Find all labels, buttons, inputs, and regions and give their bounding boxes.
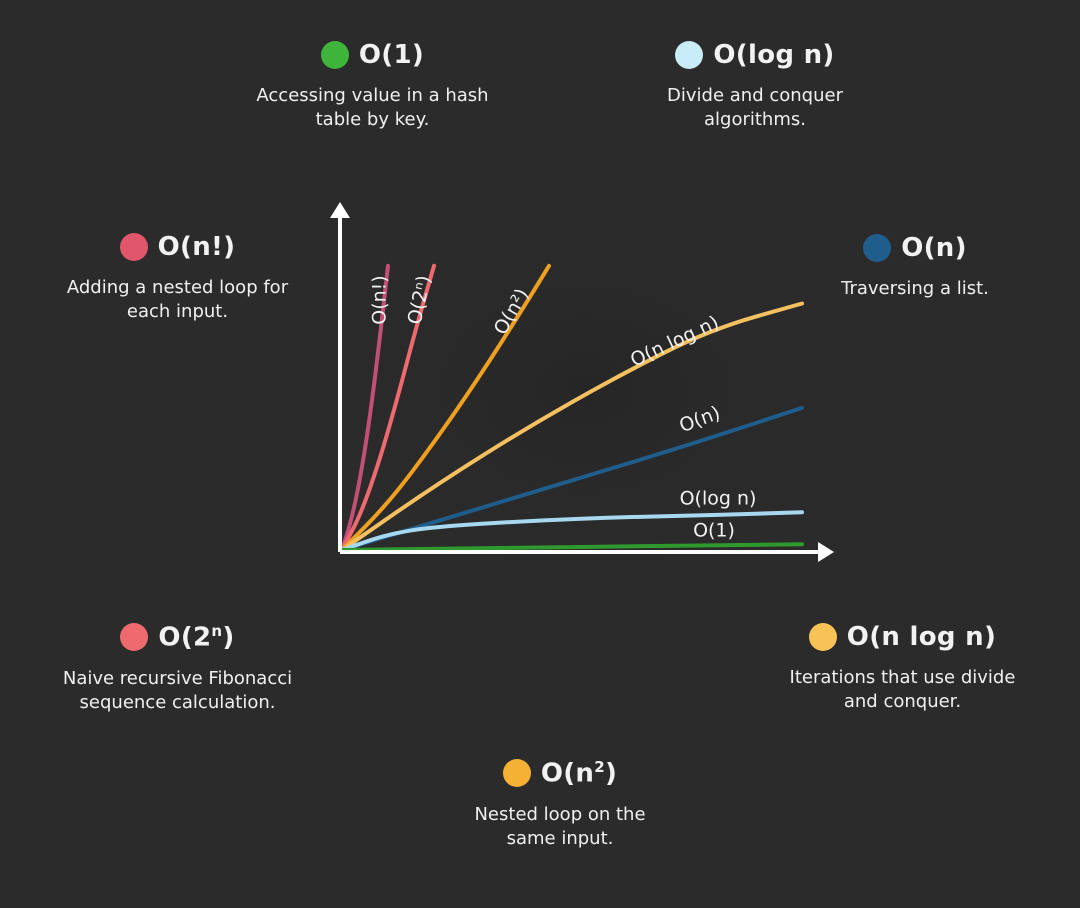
series-label-o-n: O(n!) (369, 275, 391, 324)
legend-o2n-desc: Naive recursive Fibonacci sequence calcu… (40, 667, 315, 715)
legend-onlogn-desc-line1: Iterations that use divide (789, 667, 1016, 688)
legend-o1-title: O(1) (358, 40, 425, 70)
legend-ologn-title: O(log n) (713, 40, 835, 70)
legend-onlogn-title: O(n log n) (846, 622, 997, 652)
series-label-o-1: O(1) (693, 520, 735, 542)
legend-ologn-desc-line1: Divide and conquer (667, 85, 843, 106)
legend-ologn-desc-line2: algorithms. (704, 109, 806, 130)
y-axis-arrow (330, 202, 350, 218)
legend-onlogn: O(n log n) Iterations that use divide an… (770, 622, 1035, 714)
legend-on2-title: O(n2) (540, 758, 618, 789)
legend-on: O(n) Traversing a list. (800, 233, 1030, 301)
legend-on2-desc: Nested loop on the same input. (440, 803, 680, 851)
legend-o1-dot (320, 41, 349, 69)
legend-o2n-title: O(2n) (158, 622, 235, 653)
legend-on-desc-line1: Traversing a list. (841, 278, 989, 299)
legend-ofact-title: O(n!) (157, 232, 236, 262)
legend-o1-desc: Accessing value in a hash table by key. (235, 84, 510, 132)
legend-ologn-desc: Divide and conquer algorithms. (625, 84, 885, 132)
series-line-o-n-log-n (340, 301, 804, 552)
legend-o2n: O(2n) Naive recursive Fibonacci sequence… (40, 622, 315, 715)
legend-on-title: O(n) (901, 233, 967, 263)
legend-o1: O(1) Accessing value in a hash table by … (235, 40, 510, 132)
legend-ofact-desc-line1: Adding a nested loop for (66, 277, 289, 298)
legend-o1-desc-line2: table by key. (315, 109, 430, 130)
series-line-o-log-n (340, 510, 804, 552)
series-line-o-1 (340, 542, 804, 552)
legend-on2: O(n2) Nested loop on the same input. (440, 758, 680, 851)
legend-o1-desc-line1: Accessing value in a hash (256, 85, 489, 106)
legend-on-dot (863, 234, 892, 262)
legend-ologn: O(log n) Divide and conquer algorithms. (625, 40, 885, 132)
legend-on2-desc-line2: same input. (506, 827, 614, 849)
legend-ofact-desc: Adding a nested loop for each input. (40, 276, 315, 324)
legend-o2n-dot (120, 623, 149, 652)
series-label-o-log-n: O(log n) (680, 488, 757, 510)
legend-o2n-desc-line1: Naive recursive Fibonacci (62, 667, 293, 689)
axes (330, 202, 834, 562)
series-line-o-n (340, 263, 390, 552)
legend-onlogn-desc-line2: and conquer. (843, 691, 962, 712)
series-layer (340, 263, 804, 552)
legend-ofact-dot (119, 233, 148, 261)
legend-ofact: O(n!) Adding a nested loop for each inpu… (40, 232, 315, 324)
x-axis-arrow (818, 542, 834, 562)
legend-onlogn-desc: Iterations that use divide and conquer. (770, 666, 1035, 714)
legend-on2-desc-line1: Nested loop on the (474, 803, 646, 825)
legend-o2n-desc-line2: sequence calculation. (79, 691, 276, 713)
series-line-o-n (340, 263, 551, 552)
series-line-o-2 (340, 263, 436, 552)
legend-on-desc: Traversing a list. (800, 277, 1030, 301)
legend-on2-dot (502, 759, 531, 788)
legend-ologn-dot (675, 41, 704, 69)
legend-ofact-desc-line2: each input. (126, 301, 229, 322)
legend-onlogn-dot (808, 623, 837, 651)
